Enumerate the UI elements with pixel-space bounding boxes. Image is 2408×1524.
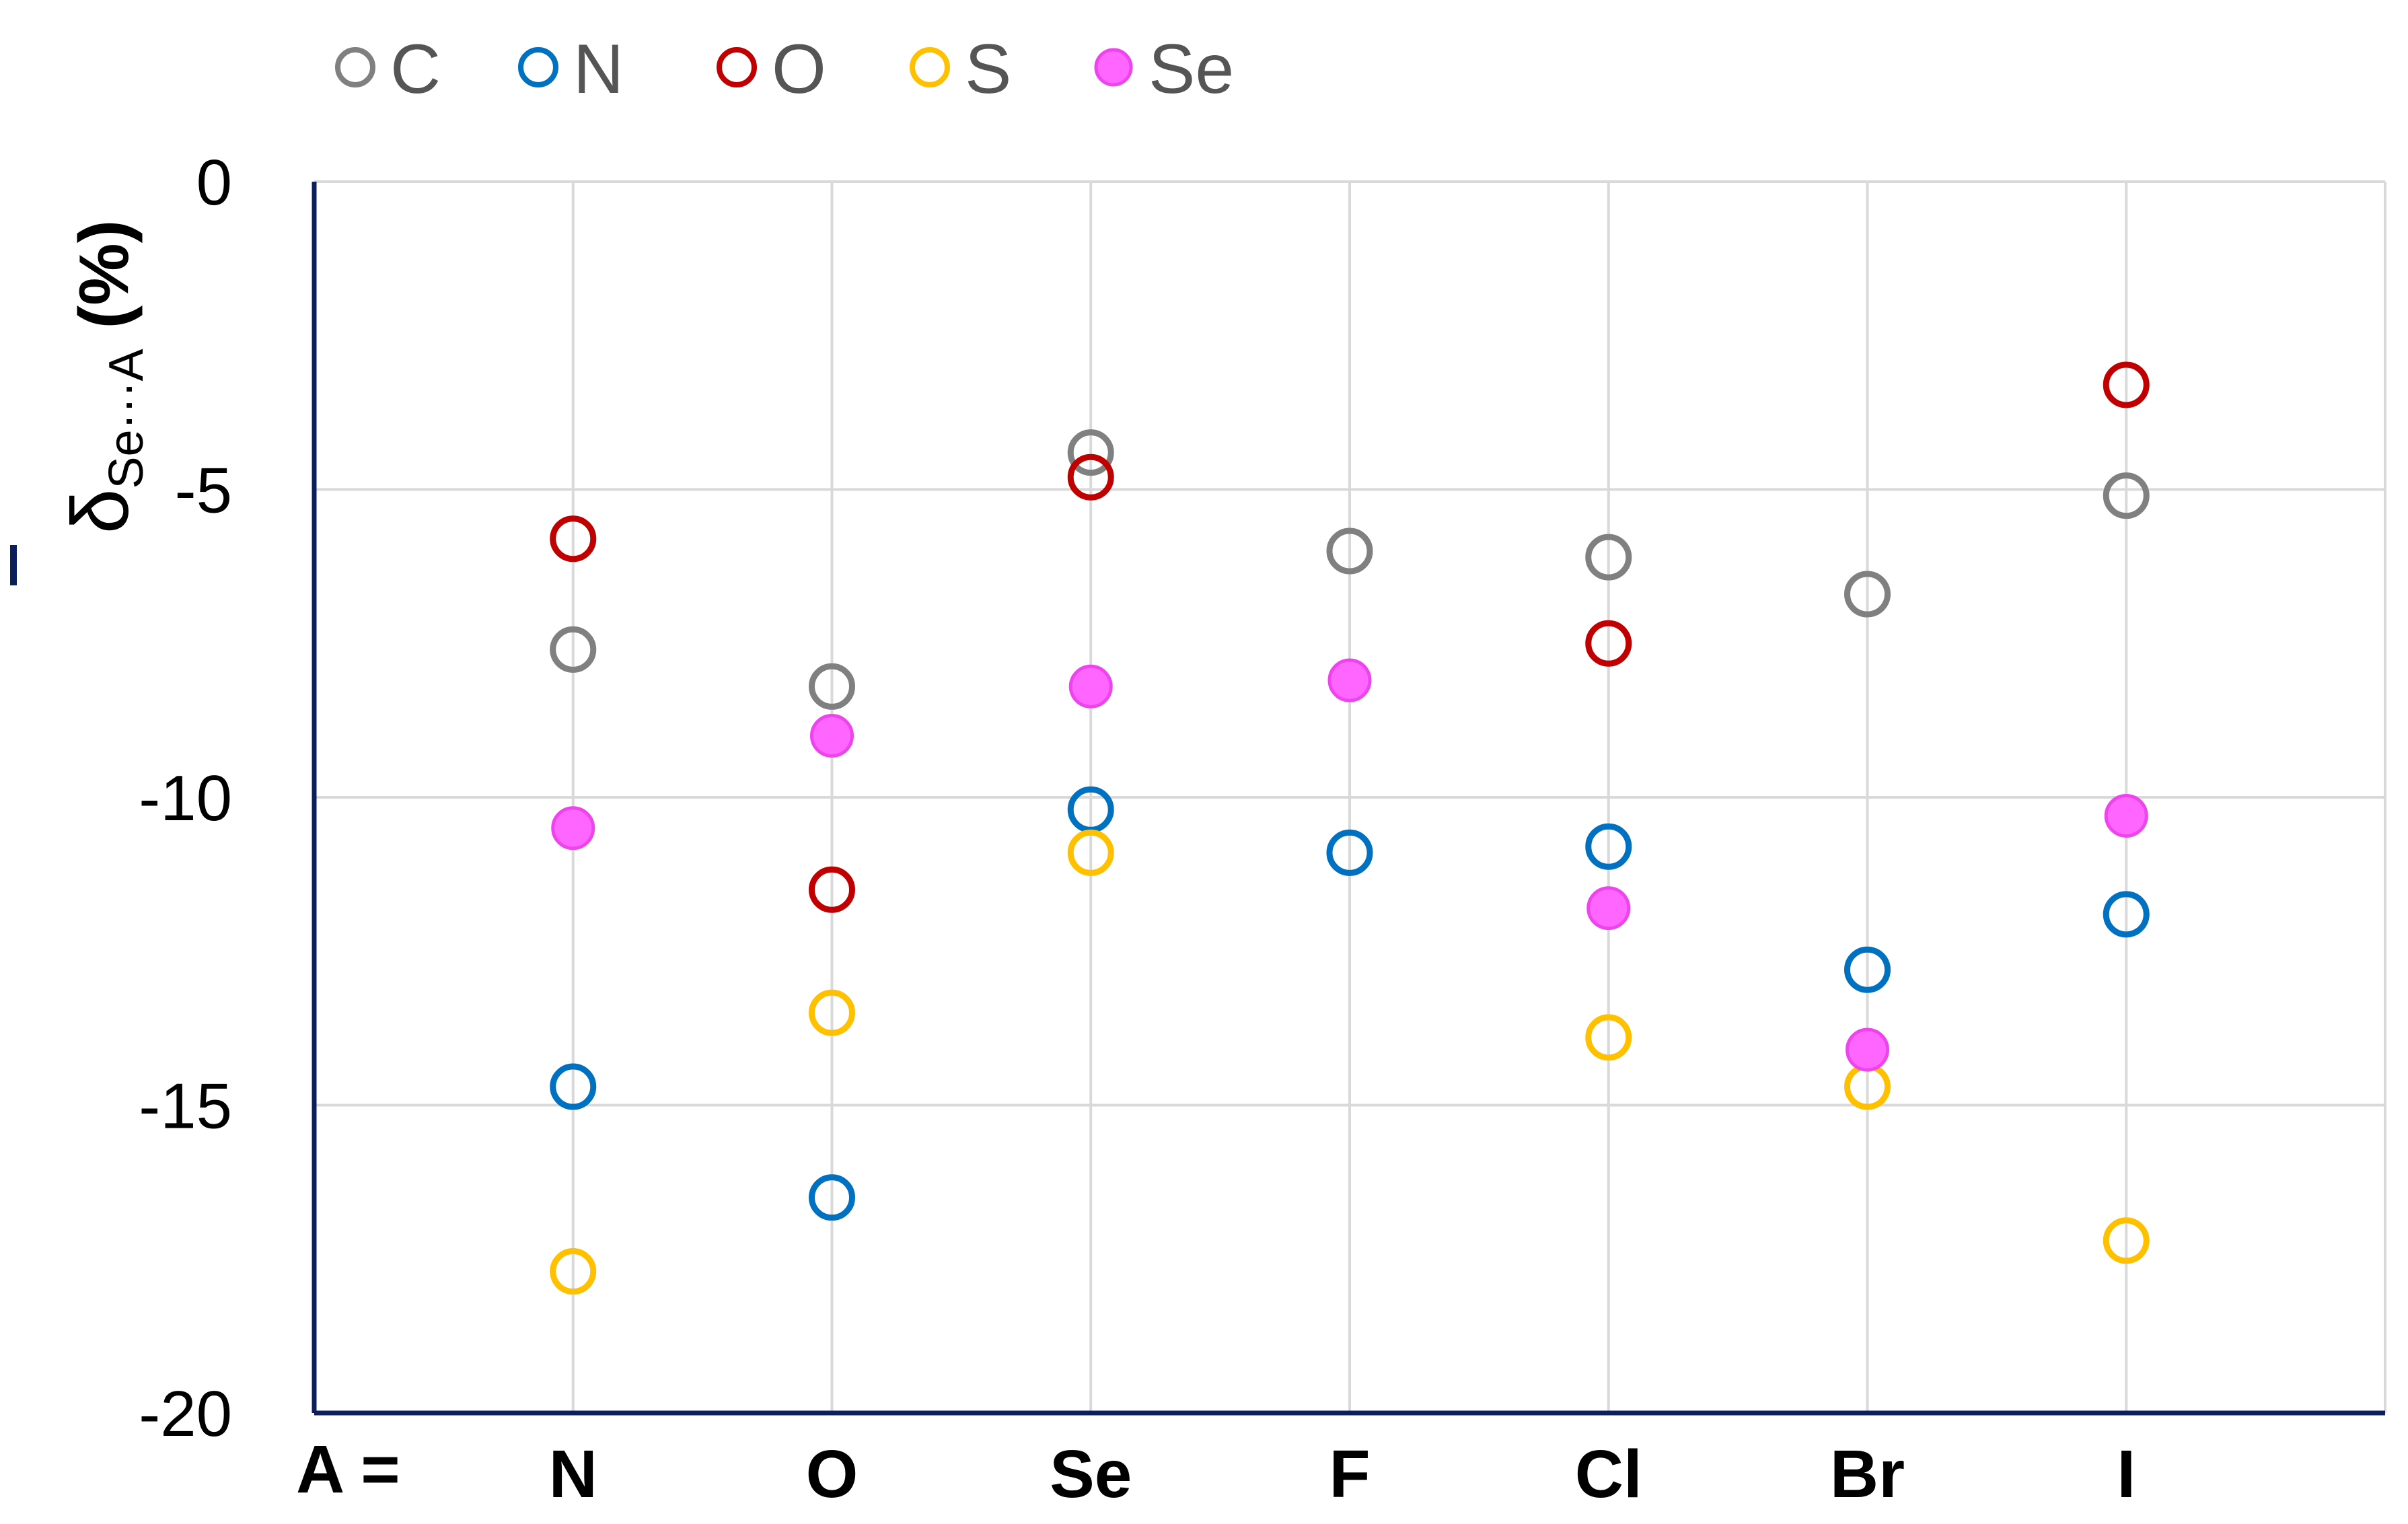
legend-label-se: Se [1148,30,1234,108]
point-se-o [810,714,854,758]
point-c-se [1067,429,1114,476]
legend-marker-o [717,47,757,87]
data-points [550,361,2150,1295]
legend-label-o: O [772,30,826,108]
point-s-i [2103,1217,2150,1264]
axes [312,182,2385,1416]
point-s-cl [1585,1014,1632,1061]
x-category-label: N [549,1437,597,1512]
point-c-f [1326,528,1373,575]
point-se-br [1846,1027,1889,1072]
legend-marker-c [335,47,375,87]
legend-label-s: S [965,30,1011,108]
x-category-label: Br [1830,1437,1905,1512]
y-tick-labels: 0 -5 -10 -15 -20 [139,147,232,1450]
point-c-br [1844,571,1891,618]
legend-marker-n [518,47,558,87]
point-s-se [1067,829,1114,876]
point-c-i [2103,472,2150,519]
x-category-label: Cl [1575,1437,1642,1512]
point-se-n [551,806,595,850]
point-n-o [809,1174,855,1221]
y-tick-label: -15 [139,1071,232,1142]
y-tick-label: -5 [175,455,232,527]
y-axis-symbol: δ [55,488,145,534]
point-se-f [1327,658,1372,702]
legend-marker-s [910,47,950,87]
y-tick-label: 0 [196,147,232,219]
x-category-label: I [2117,1437,2136,1512]
point-se-i [2104,793,2148,838]
point-n-i [2103,891,2150,938]
point-o-o [809,866,855,913]
y-axis-title: δSe···A (%) [55,220,153,534]
x-category-label: F [1329,1437,1370,1512]
legend-label-c: C [390,30,441,108]
point-se-se [1068,664,1113,709]
point-n-n [550,1063,597,1110]
point-c-n [550,626,597,673]
y-tick-label: -10 [139,762,232,834]
legend-label-n: N [573,30,624,108]
point-o-cl [1585,620,1632,667]
x-prefix-label: A = [296,1432,400,1507]
point-s-o [809,989,855,1036]
x-category-labels: N O Se F Cl Br I [549,1437,2136,1512]
y-axis-unit: (%) [65,220,143,329]
point-n-cl [1585,823,1632,870]
legend: C N O S Se [335,30,1234,108]
point-o-i [2103,361,2150,408]
point-n-f [1326,829,1373,876]
point-se-cl [1586,886,1631,931]
point-o-se [1067,453,1114,501]
point-c-cl [1585,534,1632,581]
gridlines [314,180,2386,1413]
y-axis-subscript: Se···A [100,349,153,488]
point-s-n [550,1248,597,1295]
point-c-o [809,663,855,710]
x-category-label: O [806,1437,859,1512]
legend-marker-se [1094,48,1133,87]
point-o-n [550,515,597,563]
point-n-br [1844,946,1891,993]
svg-text:δSe···A(%): δSe···A (%) [55,220,153,534]
y-tick-label: -20 [139,1378,232,1450]
x-category-label: Se [1050,1437,1132,1512]
